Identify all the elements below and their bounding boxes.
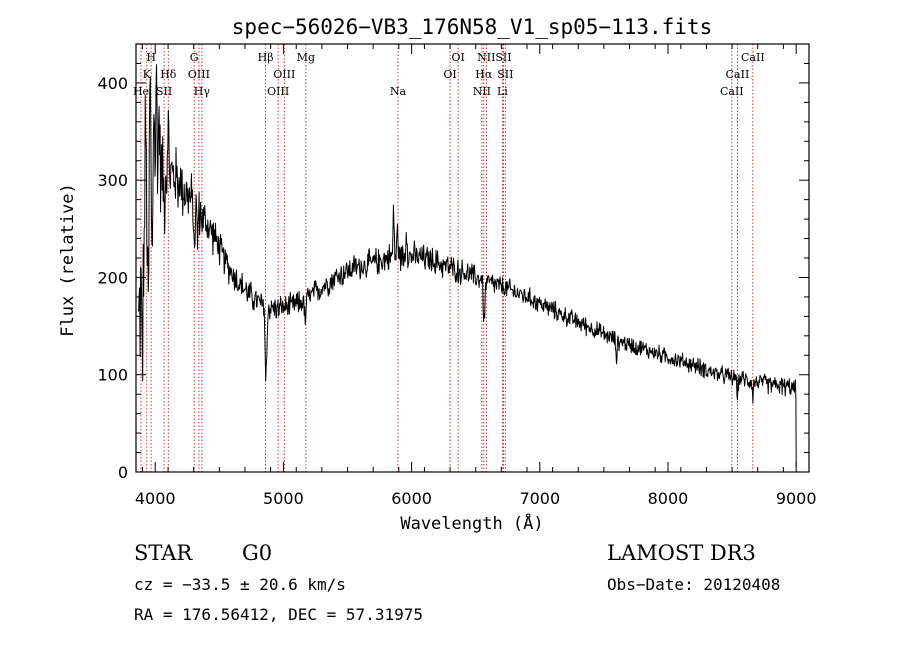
survey-label: LAMOST DR3 — [607, 541, 756, 565]
line-label-6: OⅠⅠⅠ — [188, 68, 210, 81]
line-label-19: Li — [497, 85, 508, 98]
redshift-text: cz = −33.5 ± 20.6 km/s — [134, 575, 346, 594]
subclass-label: G0 — [242, 541, 272, 565]
obs-date-text: Obs−Date: 20120408 — [607, 575, 780, 594]
line-label-3: SⅠⅠ — [156, 85, 172, 98]
line-label-12: Na — [390, 85, 407, 98]
line-label-16: Hα — [475, 68, 493, 81]
chart-title: spec−56026−VB3_176N58_V1_sp05−113.fits — [232, 15, 712, 39]
line-label-11: Mg — [297, 51, 315, 64]
y-tick-label: 300 — [97, 171, 128, 190]
line-label-2: H — [146, 51, 156, 64]
line-label-1: K — [143, 68, 152, 81]
line-label-20: SⅠⅠ — [497, 68, 513, 81]
line-label-0: He — [133, 85, 149, 98]
x-tick-label: 8000 — [648, 489, 689, 508]
line-label-21: CaⅠⅠ — [720, 85, 744, 98]
line-label-23: CaⅠⅠ — [741, 51, 765, 64]
line-label-18: SⅠⅠ — [495, 51, 511, 64]
x-tick-label: 4000 — [135, 489, 176, 508]
x-tick-label: 6000 — [391, 489, 432, 508]
x-tick-label: 5000 — [263, 489, 304, 508]
line-label-7: Hγ — [194, 85, 211, 98]
y-tick-label: 400 — [97, 74, 128, 93]
line-label-17: NⅠⅠ — [477, 51, 495, 64]
coordinates-text: RA = 176.56412, DEC = 57.31975 — [134, 605, 423, 624]
x-tick-label: 9000 — [776, 489, 817, 508]
y-tick-label: 0 — [118, 463, 128, 482]
y-axis-label: Flux (relative) — [58, 183, 78, 337]
line-label-8: Hβ — [258, 51, 274, 64]
line-label-4: Hδ — [160, 68, 177, 81]
line-label-9: OⅠⅠⅠ — [267, 85, 289, 98]
plot-frame — [135, 43, 810, 473]
y-tick-label: 200 — [97, 268, 128, 287]
line-label-14: OⅠ — [451, 51, 464, 64]
line-label-13: OⅠ — [443, 68, 456, 81]
spectrum-trace — [138, 64, 797, 468]
line-label-22: CaⅠⅠ — [726, 68, 750, 81]
y-tick-label: 100 — [97, 366, 128, 385]
class-label: STAR — [134, 541, 193, 565]
line-label-10: OⅠⅠⅠ — [273, 68, 295, 81]
plot-axes: 4000 5000 6000 7000 8000 9000 0 100 200 300 400 — [97, 43, 817, 508]
line-label-5: G — [190, 51, 199, 64]
x-axis-label: Wavelength (Å) — [400, 512, 543, 534]
x-tick-label: 7000 — [519, 489, 560, 508]
line-label-15: NⅠⅠ — [473, 85, 491, 98]
spectrum-line — [138, 64, 797, 468]
